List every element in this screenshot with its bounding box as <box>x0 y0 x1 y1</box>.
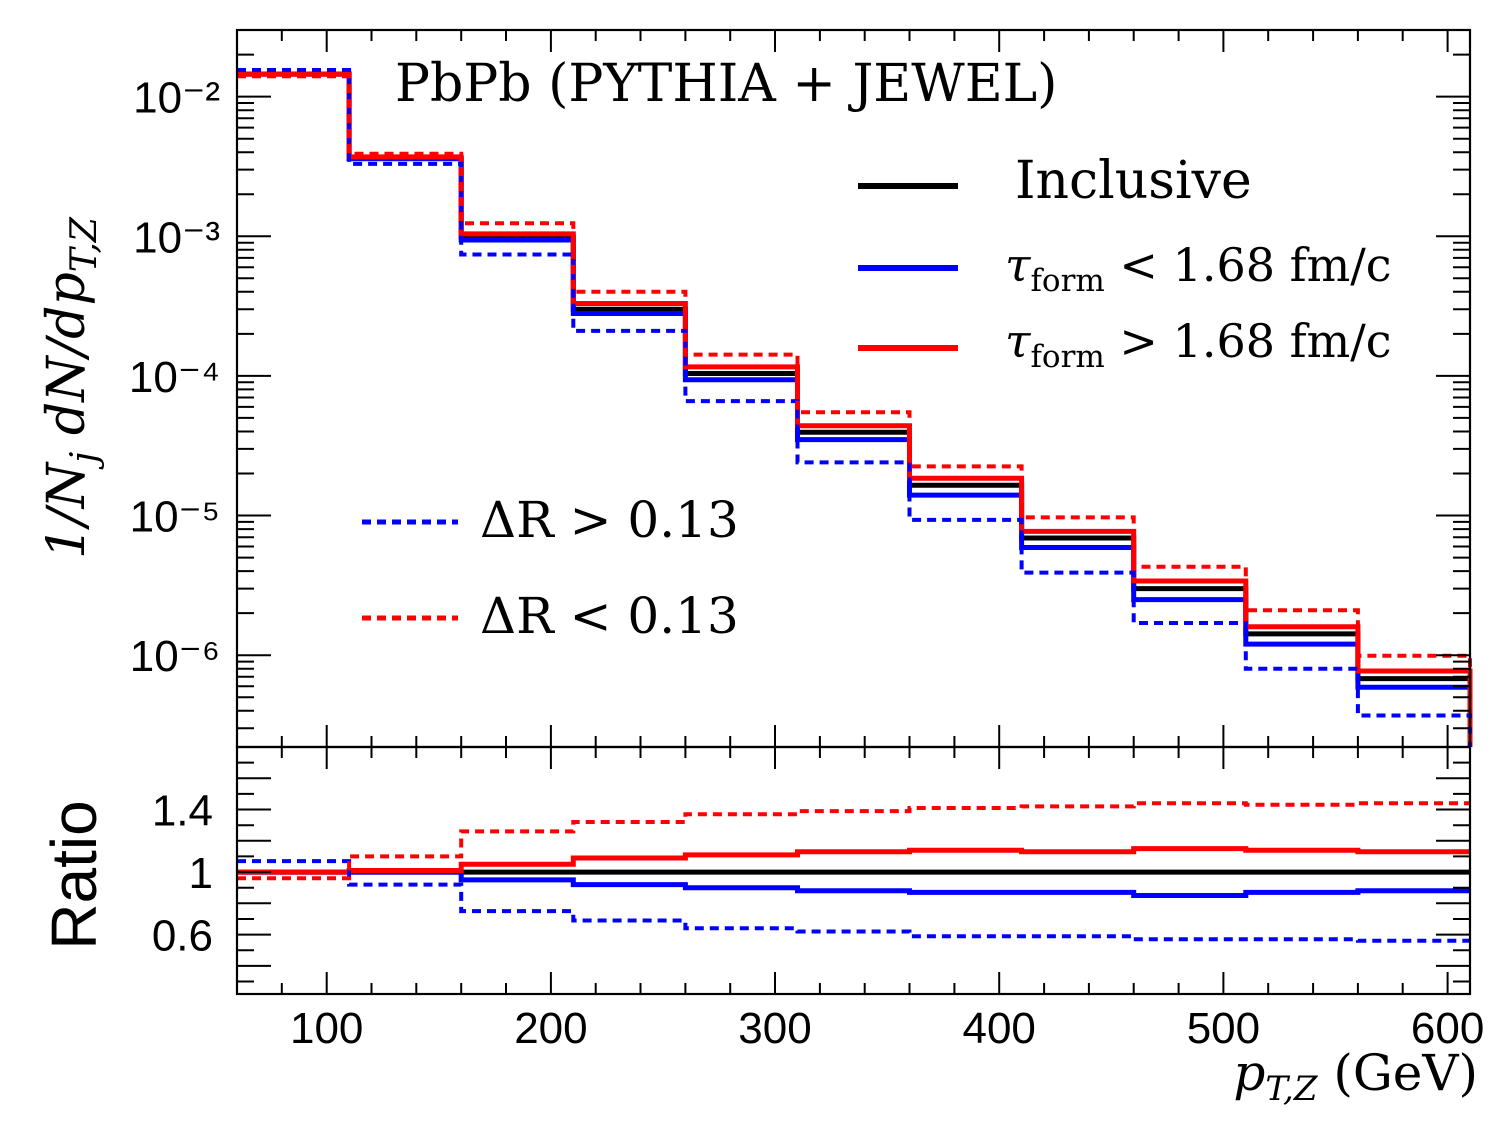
main-plot-frame <box>235 28 1472 749</box>
ratio-series-1 <box>237 869 1470 898</box>
ratio-xtick-label: 100 <box>290 1004 363 1053</box>
ratio-ytick-label: 1.4 <box>152 787 213 836</box>
ratio-y-axis-label: Ratio <box>38 800 110 949</box>
legend-label-0: Inclusive <box>1015 151 1252 211</box>
ratio-xtick-label: 500 <box>1187 1004 1260 1053</box>
chart-title: PbPb (PYTHIA + JEWEL) <box>395 54 1057 114</box>
main-ytick-label: 10⁻² <box>133 74 220 123</box>
main-series-group <box>237 68 1473 747</box>
main-series-4 <box>237 74 1472 747</box>
ratio-xtick-label: 600 <box>1411 1004 1484 1053</box>
ratio-panel: 1.4 1 0.6 100 200 300 400 500 600 Ratio pT,Z (Ge… <box>38 745 1484 1109</box>
ratio-plot-frame <box>235 745 1472 996</box>
ratio-xtick-label: 300 <box>738 1004 811 1053</box>
legend: Inclusive τform < 1.68 fm/c τform > 1.68 f… <box>362 151 1392 645</box>
ratio-series-group <box>237 801 1470 943</box>
main-series-3 <box>237 68 1472 747</box>
legend-label-1: τform < 1.68 fm/c <box>1005 238 1392 299</box>
legend-label-2: τform > 1.68 fm/c <box>1005 314 1392 375</box>
legend-label-3: ΔR > 0.13 <box>480 491 739 549</box>
legend-label-4: ΔR < 0.13 <box>480 587 739 645</box>
ratio-series-4 <box>237 801 1470 881</box>
ratio-xtick-label: 400 <box>962 1004 1035 1053</box>
main-ytick-label: 10⁻⁵ <box>130 493 220 542</box>
main-panel: 10⁻² 10⁻³ 10⁻⁴ 10⁻⁵ 10⁻⁶ PbPb (PYTHIA + JEWE… <box>37 28 1473 749</box>
main-ticks-group: 10⁻² 10⁻³ 10⁻⁴ 10⁻⁵ 10⁻⁶ <box>129 29 1470 747</box>
main-y-axis-label: 1/Nj dN/dpT,Z <box>37 216 105 559</box>
main-ytick-label: 10⁻³ <box>133 213 220 262</box>
ratio-series-2 <box>237 846 1470 875</box>
ratio-ticks-group: 1.4 1 0.6 100 200 300 400 500 600 <box>152 747 1484 1053</box>
ratio-xtick-label: 200 <box>514 1004 587 1053</box>
x-axis-label: pT,Z (GeV) <box>1233 1044 1478 1109</box>
main-ytick-label: 10⁻⁴ <box>129 353 220 402</box>
ratio-ytick-label: 0.6 <box>152 912 213 961</box>
ratio-series-3 <box>237 859 1470 943</box>
main-ytick-label: 10⁻⁶ <box>130 632 220 681</box>
ratio-ytick-label: 1 <box>189 849 213 898</box>
